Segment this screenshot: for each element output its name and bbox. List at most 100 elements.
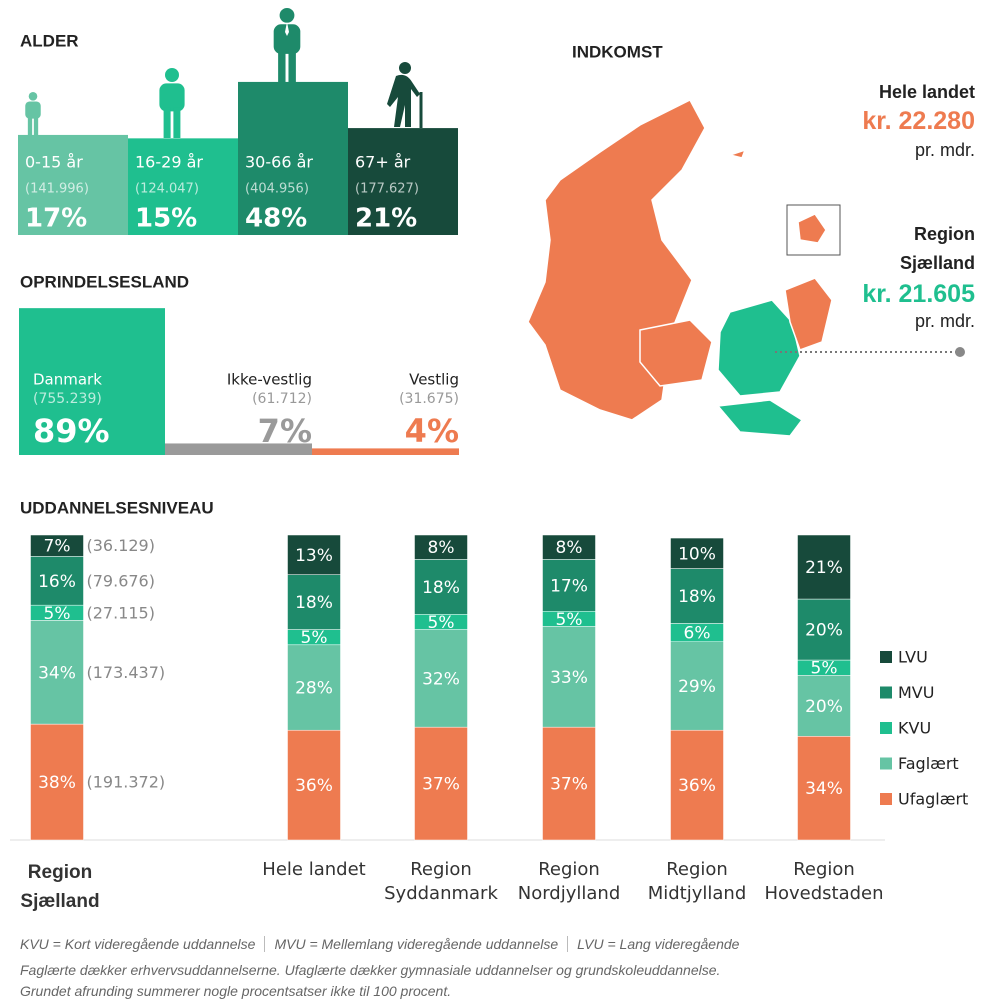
- icon: [25, 92, 41, 135]
- origin-count: (755.239): [33, 391, 102, 407]
- legend-label: Ufaglært: [898, 790, 968, 809]
- bar-segment: [414, 726, 468, 841]
- section-title: INDKOMST: [572, 42, 663, 61]
- bar-segment: [670, 729, 724, 841]
- origin-bar: [165, 443, 312, 455]
- data-label: 10%: [678, 544, 716, 564]
- origin-count: (31.675): [399, 391, 459, 407]
- age-count: (124.047): [135, 182, 199, 197]
- x-tick-label: Region Syddanmark: [384, 859, 498, 904]
- origin-label: Ikke-vestlig: [227, 371, 312, 389]
- age-value: 17%: [25, 204, 87, 234]
- income-label: Region Sjælland: [899, 224, 975, 273]
- bar-segment: [542, 726, 596, 841]
- age-block: [238, 81, 348, 235]
- bar-segment: [670, 537, 724, 569]
- data-label: 5%: [301, 628, 328, 648]
- data-label: 28%: [295, 679, 333, 699]
- age-label: 30-66 år: [245, 153, 313, 172]
- leader-dot: [955, 347, 965, 357]
- data-label: 8%: [556, 538, 583, 558]
- age-label: 67+ år: [355, 153, 411, 172]
- income-amount: kr. 22.280: [862, 107, 975, 135]
- legend-swatch: [880, 722, 892, 734]
- income-unit: pr. mdr.: [914, 311, 975, 331]
- income-block: Region Sjælland kr. 21.605 pr. mdr.: [862, 220, 975, 332]
- bar-segment: [30, 620, 84, 725]
- legend-swatch: [880, 686, 892, 699]
- data-label: 20%: [805, 697, 843, 717]
- bar-segment: [414, 559, 468, 615]
- data-label: 18%: [422, 578, 460, 598]
- age-value: 15%: [135, 204, 197, 234]
- origin-value: 7%: [258, 412, 312, 450]
- data-label: 20%: [805, 621, 843, 641]
- data-label: 37%: [422, 775, 460, 795]
- data-label: 13%: [295, 546, 333, 566]
- bar-segment: [797, 675, 851, 737]
- bar-segment: [287, 729, 341, 841]
- section-title: UDDANNELSESNIVEAU: [20, 498, 214, 517]
- origin-label: Danmark: [33, 371, 102, 389]
- count-label: (36.129): [87, 536, 155, 555]
- age-value: 48%: [245, 204, 307, 234]
- data-label: 38%: [38, 773, 76, 793]
- icon: [159, 68, 185, 138]
- legend-label: LVU: [898, 648, 928, 667]
- legend-label: Faglært: [898, 754, 959, 773]
- bar-segment: [797, 598, 851, 661]
- count-label: (191.372): [87, 773, 166, 792]
- data-label: 5%: [811, 659, 838, 679]
- bar-segment: [797, 736, 851, 841]
- income-label: Hele landet: [878, 82, 975, 102]
- data-label: 18%: [295, 593, 333, 613]
- x-tick-label: Region Hovedstaden: [764, 859, 884, 904]
- data-label: 32%: [422, 669, 460, 689]
- bar-segment: [30, 723, 84, 841]
- legend-swatch: [880, 651, 892, 663]
- bar-segment: [542, 559, 596, 612]
- data-label: 7%: [44, 537, 71, 557]
- note-item: LVU = Lang videregående: [567, 936, 749, 952]
- data-label: 5%: [556, 610, 583, 630]
- data-label: 37%: [550, 775, 588, 795]
- origin-bar: [312, 448, 459, 455]
- x-tick-label: Region Midtjylland: [647, 859, 747, 904]
- note-item: KVU = Kort videregående uddannelse: [20, 936, 256, 952]
- legend-label: KVU: [898, 719, 931, 738]
- icon: [387, 62, 423, 128]
- age-label: 0-15 år: [25, 153, 83, 172]
- count-label: (27.115): [87, 603, 155, 622]
- icon: [273, 8, 301, 82]
- age-count: (404.956): [245, 182, 309, 197]
- note-item: MVU = Mellemlang videregående uddannelse: [264, 936, 568, 952]
- origin-value: 89%: [33, 412, 110, 450]
- age-count: (177.627): [355, 182, 419, 197]
- bar-segment: [30, 534, 84, 557]
- section-title: OPRINDELSESLAND: [20, 272, 189, 291]
- origin-bar: [19, 308, 165, 455]
- note: Grundet afrunding summerer nogle procent…: [20, 983, 452, 999]
- x-tick-label: Hele landet: [262, 859, 366, 880]
- count-label: (79.676): [87, 571, 155, 590]
- bar-segment: [414, 629, 468, 728]
- data-label: 33%: [550, 668, 588, 688]
- data-label: 16%: [38, 572, 76, 592]
- data-label: 36%: [295, 776, 333, 796]
- legend-label: MVU: [898, 683, 934, 702]
- data-label: 34%: [805, 779, 843, 799]
- bar-segment: [670, 568, 724, 624]
- data-label: 21%: [805, 558, 843, 578]
- note: Faglærte dækker erhvervsuddannelserne. U…: [20, 962, 721, 978]
- age-label: 16-29 år: [135, 153, 203, 172]
- data-label: 18%: [678, 587, 716, 607]
- income-unit: pr. mdr.: [914, 140, 975, 160]
- origin-label: Vestlig: [409, 371, 459, 389]
- data-label: 17%: [550, 576, 588, 596]
- bar-segment: [542, 534, 596, 560]
- data-label: 36%: [678, 776, 716, 796]
- income-block: Hele landet kr. 22.280 pr. mdr.: [845, 82, 975, 161]
- count-label: (173.437): [87, 663, 166, 682]
